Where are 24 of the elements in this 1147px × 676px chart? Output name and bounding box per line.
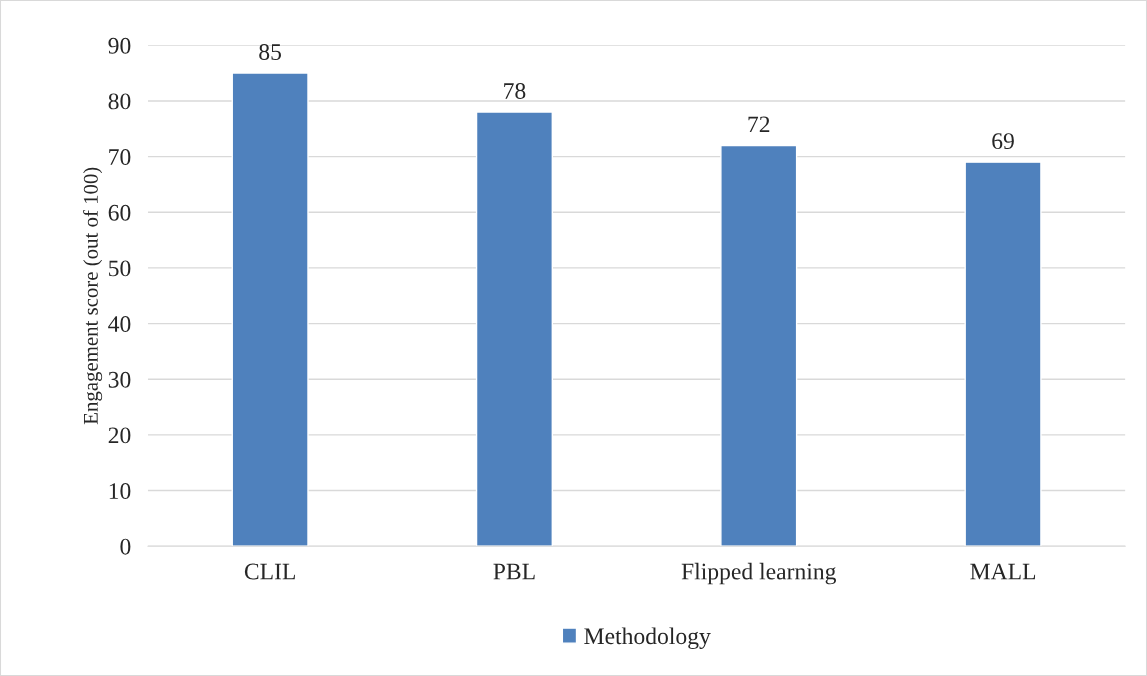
data-label: 85 bbox=[259, 44, 281, 60]
legend-label: Methodology bbox=[584, 627, 711, 650]
x-tick-label: Flipped learning bbox=[681, 562, 836, 585]
y-tick-label: 60 bbox=[108, 204, 131, 221]
bar bbox=[475, 111, 553, 547]
x-tick-label: PBL bbox=[493, 563, 535, 580]
y-axis-title: Engagement score (out of 100) bbox=[82, 167, 103, 425]
data-label: 69 bbox=[992, 133, 1014, 150]
y-tick-label: 50 bbox=[109, 260, 131, 277]
y-tick-label: 90 bbox=[108, 37, 131, 54]
y-tick-label: 80 bbox=[108, 93, 131, 110]
y-tick-label: 70 bbox=[109, 149, 131, 166]
y-tick-label: 30 bbox=[108, 371, 131, 388]
bar bbox=[720, 144, 798, 547]
bar bbox=[231, 72, 309, 547]
y-tick-label: 10 bbox=[109, 483, 131, 499]
bar bbox=[964, 161, 1042, 547]
data-label: 72 bbox=[748, 116, 770, 133]
y-tick-label: 0 bbox=[120, 538, 131, 555]
x-tick-label: MALL bbox=[970, 563, 1036, 580]
y-tick-label: 40 bbox=[108, 316, 131, 332]
x-tick-label: CLIL bbox=[244, 563, 295, 580]
data-label: 78 bbox=[504, 83, 526, 99]
y-tick-label: 20 bbox=[108, 427, 131, 444]
